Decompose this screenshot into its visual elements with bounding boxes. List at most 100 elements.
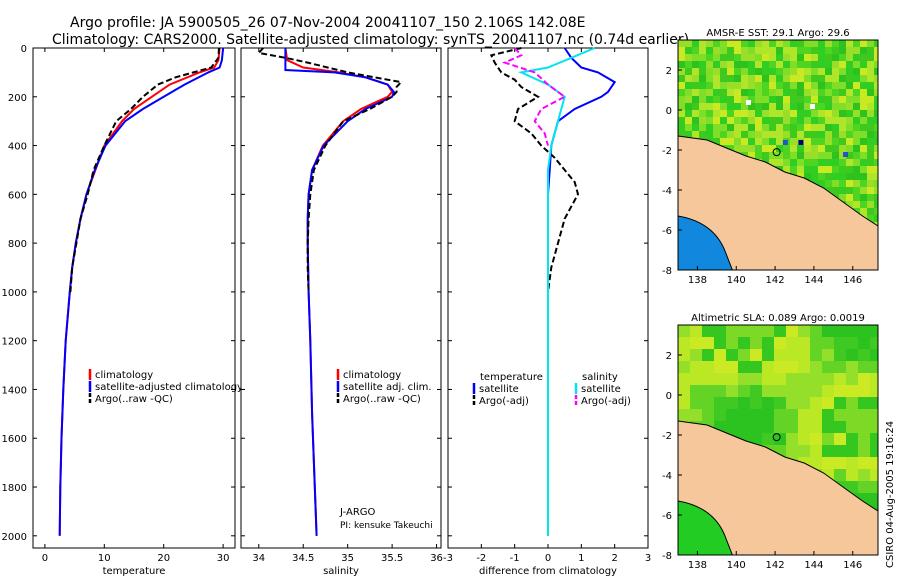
sst_map-grid-cell [776,54,783,61]
sst_map-grid-cell [853,124,860,131]
sst_map-grid-cell [839,131,846,138]
temperature-ytick-label: 2000 [2,532,27,543]
sla_map-grid-cell [822,325,834,337]
sla_map-grid-cell [846,373,858,385]
sst_map-grid-cell [790,54,797,61]
sst_map-grid-cell [762,103,769,110]
sst_map-grid-cell [853,82,860,89]
sst_map-grid-cell [818,75,825,82]
sst_map-grid-cell [853,187,860,194]
sst_map-grid-cell [867,152,874,159]
sla_map-grid-cell [870,385,878,397]
sst_map-grid-cell [839,96,846,103]
sla_map-grid-cell [822,337,834,349]
sla_map-grid-cell [678,373,690,385]
sst_map-xtick-label: 138 [688,275,707,286]
sst_map-grid-cell [720,110,727,117]
sst_map-grid-cell [727,82,734,89]
sla_map-grid-cell [738,325,750,337]
sla_map-grid-cell [822,421,834,433]
sla_map-grid-cell [786,373,798,385]
sst_map-grid-cell [797,110,804,117]
sla_map-grid-cell [834,349,846,361]
temperature-xtick-label: 0 [42,553,48,564]
sla_map-grid-cell [774,325,786,337]
sla_map-grid-cell [858,397,870,409]
sst_map-grid-cell [860,187,867,194]
sst_map-grid-cell [825,110,832,117]
difference-legend-left-2-label: Argo(-adj) [479,396,529,407]
sla_map-grid-cell [774,409,786,421]
sla_map-grid-cell [702,361,714,373]
sst_map-ytick-label: 0 [666,106,672,117]
sst_map-grid-cell [818,61,825,68]
sst_map-grid-cell [776,61,783,68]
sla_map-grid-cell [762,337,774,349]
difference-legend-left-0-label: temperature [480,372,543,383]
sst_map-grid-cell [720,103,727,110]
sst_map-grid-cell [811,166,818,173]
sst_map-grid-cell [832,166,839,173]
sst_map-grid-cell [867,40,874,47]
sst_map-grid-cell [685,103,692,110]
sst_map-grid-cell [748,96,755,103]
sst_map-grid-cell [720,82,727,89]
salinity-series-argo-raw-qc- [256,47,403,292]
sst_map-grid-cell [713,131,720,138]
sst_map-grid-cell [762,54,769,61]
sst_map-grid-cell [720,131,727,138]
sst_map-grid-cell [853,180,860,187]
sst_map-grid-cell [846,117,853,124]
sla_map-grid-cell [786,445,798,457]
sst_map-plot-area [678,40,878,270]
sst_map-grid-cell [741,61,748,68]
sst_map-grid-cell [874,194,878,201]
sst_map-grid-cell [699,89,706,96]
sst_map-grid-cell [874,138,878,145]
sla_map-grid-cell [834,457,846,469]
sst_map-grid-cell [832,117,839,124]
sst_map-grid-cell [867,145,874,152]
sst_map-grid-cell [825,145,832,152]
sst_map-grid-cell [699,54,706,61]
sst_map-grid-cell [790,103,797,110]
sla_map-grid-cell [786,361,798,373]
sla_map-grid-cell [726,409,738,421]
sla_map-grid-cell [858,469,870,481]
sst_map-grid-cell [867,173,874,180]
sst_map-grid-cell [790,40,797,47]
sst_map-grid-cell [853,166,860,173]
sla_map-grid-cell [762,361,774,373]
sst_map-grid-cell [825,82,832,89]
sst_map-grid-cell [783,145,790,152]
header-line1: Argo profile: JA 5900505_26 07-Nov-2004 … [70,15,586,31]
sst_map-grid-cell [853,54,860,61]
sst_map-grid-cell [853,201,860,208]
temperature-ytick-label: 800 [8,239,27,250]
sst_map-grid-cell [748,152,755,159]
salinity-xtick-label: 36 [430,553,443,564]
sst_map-grid-cell [741,96,748,103]
sst_map-grid-cell [741,54,748,61]
sst_map-grid-cell [692,117,699,124]
sla_map-grid-cell [834,385,846,397]
sst_map-grid-cell [748,40,755,47]
sla_map-grid-cell [726,421,738,433]
sla_map-argo-marker [772,433,781,442]
sst_map-grid-cell [860,124,867,131]
sla_map-grid-cell [798,361,810,373]
sst_map-grid-cell [853,61,860,68]
sla_map-grid-cell [798,397,810,409]
sst_map-grid-cell-special [745,100,751,105]
sst_map-grid-cell [874,68,878,75]
sla_map-grid-cell [810,325,822,337]
sst_map-grid-cell [811,54,818,61]
sla_map-grid-cell [702,349,714,361]
sst_map-grid-cell [699,131,706,138]
sst_map-grid-cell [678,82,685,89]
sst_map-grid-cell [867,47,874,54]
sla_map-grid-cell [798,325,810,337]
sst_map-grid-cell [706,124,713,131]
sst_map-grid-cell [685,61,692,68]
sst_map-grid-cell [846,40,853,47]
